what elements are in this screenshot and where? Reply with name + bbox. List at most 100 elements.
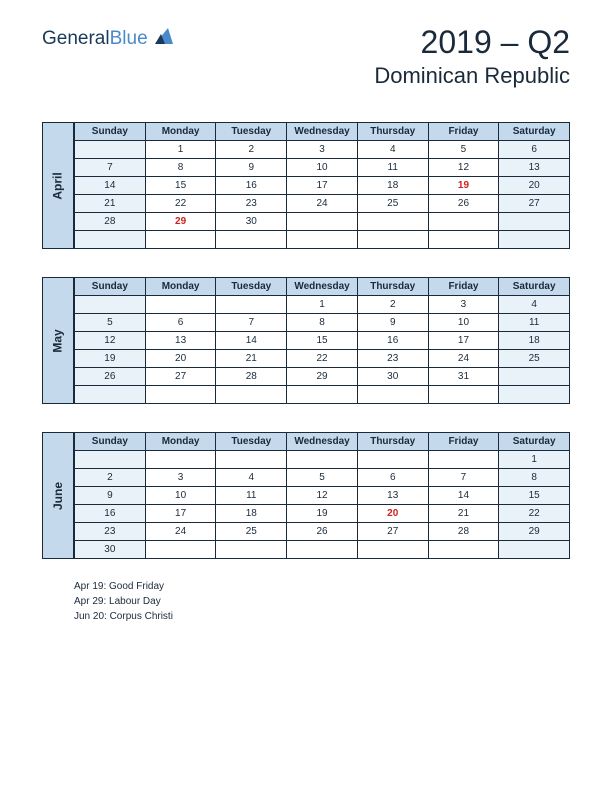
day-cell bbox=[216, 386, 287, 404]
day-cell bbox=[358, 231, 429, 249]
day-cell bbox=[429, 451, 500, 469]
day-header: Monday bbox=[146, 278, 217, 296]
day-cell: 15 bbox=[287, 332, 358, 350]
day-cell bbox=[287, 213, 358, 231]
day-cell: 18 bbox=[499, 332, 570, 350]
day-cell: 14 bbox=[429, 487, 500, 505]
day-cell: 26 bbox=[429, 195, 500, 213]
day-cell bbox=[146, 296, 217, 314]
day-cell: 14 bbox=[74, 177, 146, 195]
day-cell: 4 bbox=[358, 141, 429, 159]
holiday-item: Jun 20: Corpus Christi bbox=[74, 609, 570, 624]
day-cell: 10 bbox=[429, 314, 500, 332]
day-cell: 1 bbox=[146, 141, 217, 159]
day-cell bbox=[146, 541, 217, 559]
day-cell bbox=[429, 386, 500, 404]
day-cell: 31 bbox=[429, 368, 500, 386]
day-header: Wednesday bbox=[287, 278, 358, 296]
month-label: April bbox=[42, 122, 74, 249]
day-header: Tuesday bbox=[216, 433, 287, 451]
day-cell: 18 bbox=[216, 505, 287, 523]
day-cell bbox=[287, 541, 358, 559]
day-cell: 17 bbox=[429, 332, 500, 350]
logo-triangle-icon bbox=[155, 28, 173, 50]
day-cell: 13 bbox=[499, 159, 570, 177]
day-cell: 11 bbox=[358, 159, 429, 177]
day-cell: 8 bbox=[146, 159, 217, 177]
month-name: June bbox=[51, 481, 65, 509]
day-cell: 18 bbox=[358, 177, 429, 195]
day-cell: 22 bbox=[287, 350, 358, 368]
day-cell bbox=[499, 231, 570, 249]
day-cell: 12 bbox=[429, 159, 500, 177]
day-cell: 11 bbox=[499, 314, 570, 332]
month-name: May bbox=[51, 329, 65, 352]
day-cell: 3 bbox=[429, 296, 500, 314]
day-cell: 17 bbox=[287, 177, 358, 195]
day-cell: 9 bbox=[74, 487, 146, 505]
day-cell: 16 bbox=[74, 505, 146, 523]
day-cell: 20 bbox=[146, 350, 217, 368]
calendars-container: AprilSundayMondayTuesdayWednesdayThursda… bbox=[42, 122, 570, 624]
day-cell: 16 bbox=[358, 332, 429, 350]
day-cell: 22 bbox=[146, 195, 217, 213]
day-cell: 6 bbox=[499, 141, 570, 159]
day-cell: 5 bbox=[429, 141, 500, 159]
title-country: Dominican Republic bbox=[374, 63, 570, 89]
day-cell: 30 bbox=[358, 368, 429, 386]
day-cell: 10 bbox=[287, 159, 358, 177]
title-year: 2019 – Q2 bbox=[374, 24, 570, 61]
day-cell bbox=[74, 296, 146, 314]
day-cell: 25 bbox=[216, 523, 287, 541]
day-cell: 2 bbox=[74, 469, 146, 487]
day-cell: 16 bbox=[216, 177, 287, 195]
day-cell: 15 bbox=[146, 177, 217, 195]
month-name: April bbox=[51, 172, 65, 199]
day-cell: 5 bbox=[74, 314, 146, 332]
day-cell: 30 bbox=[74, 541, 146, 559]
day-header: Sunday bbox=[74, 278, 146, 296]
month-block: April SundayMondayTuesdayWednesdayThursda… bbox=[42, 122, 570, 249]
day-header: Sunday bbox=[74, 123, 146, 141]
day-header: Friday bbox=[429, 278, 500, 296]
day-cell: 25 bbox=[358, 195, 429, 213]
day-cell: 19 bbox=[287, 505, 358, 523]
month-label: June bbox=[42, 432, 74, 559]
day-cell: 13 bbox=[146, 332, 217, 350]
day-cell: 23 bbox=[358, 350, 429, 368]
day-cell: 2 bbox=[216, 141, 287, 159]
day-header: Thursday bbox=[358, 123, 429, 141]
day-cell bbox=[499, 213, 570, 231]
day-header: Monday bbox=[146, 123, 217, 141]
day-header: Monday bbox=[146, 433, 217, 451]
day-cell: 29 bbox=[499, 523, 570, 541]
day-cell: 25 bbox=[499, 350, 570, 368]
day-cell bbox=[429, 213, 500, 231]
day-cell bbox=[146, 386, 217, 404]
day-cell bbox=[287, 386, 358, 404]
day-header: Saturday bbox=[499, 123, 570, 141]
day-cell: 3 bbox=[146, 469, 217, 487]
day-cell: 4 bbox=[499, 296, 570, 314]
day-header: Friday bbox=[429, 433, 500, 451]
day-header: Thursday bbox=[358, 433, 429, 451]
day-cell: 19 bbox=[74, 350, 146, 368]
day-cell: 4 bbox=[216, 469, 287, 487]
day-cell: 9 bbox=[216, 159, 287, 177]
day-cell: 12 bbox=[287, 487, 358, 505]
day-cell bbox=[146, 451, 217, 469]
day-cell: 21 bbox=[74, 195, 146, 213]
day-cell bbox=[74, 386, 146, 404]
day-cell: 11 bbox=[216, 487, 287, 505]
day-cell bbox=[146, 231, 217, 249]
header: 2019 – Q2 Dominican Republic bbox=[374, 24, 570, 89]
month-grid: SundayMondayTuesdayWednesdayThursdayFrid… bbox=[74, 122, 570, 249]
day-header: Thursday bbox=[358, 278, 429, 296]
logo-part2: Blue bbox=[110, 28, 148, 49]
day-cell: 19 bbox=[429, 177, 500, 195]
day-cell bbox=[429, 541, 500, 559]
day-cell: 9 bbox=[358, 314, 429, 332]
day-cell: 26 bbox=[74, 368, 146, 386]
day-cell: 28 bbox=[216, 368, 287, 386]
day-cell bbox=[287, 231, 358, 249]
